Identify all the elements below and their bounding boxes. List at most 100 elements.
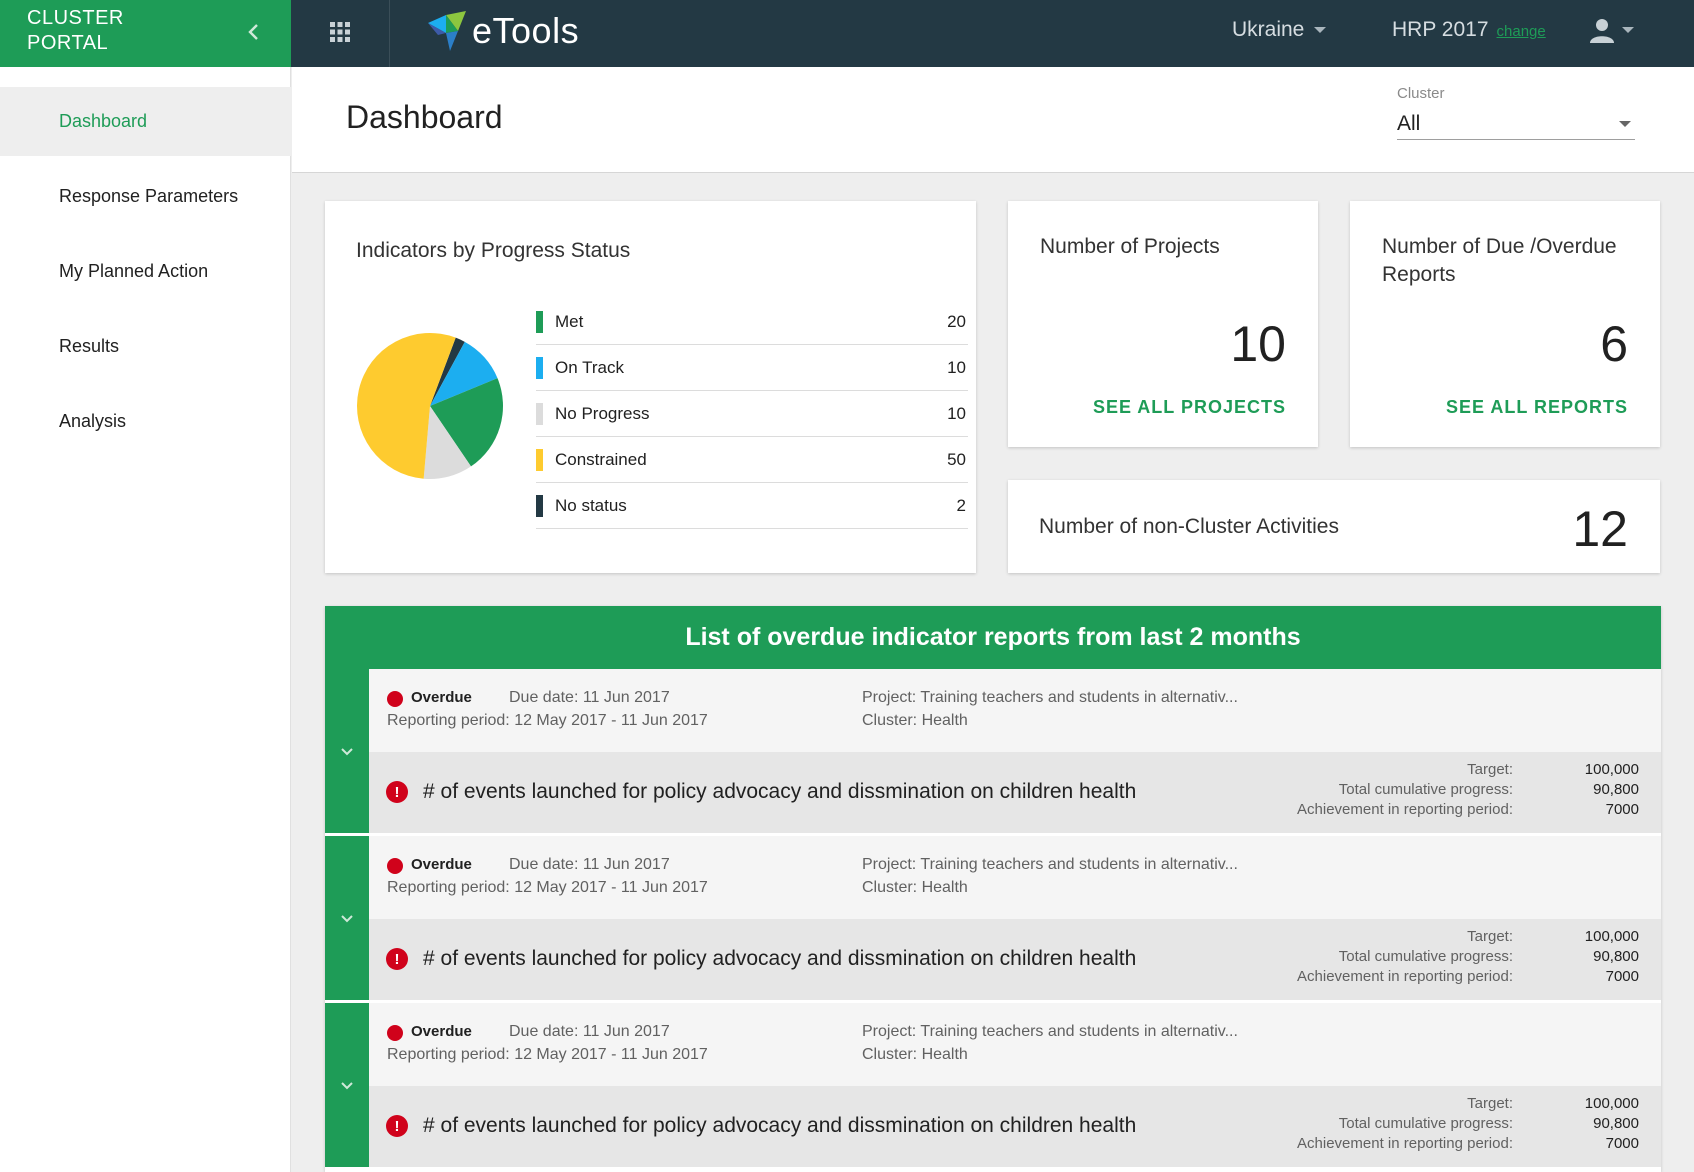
report-cluster: Cluster: Health	[862, 879, 968, 896]
legend-swatch	[536, 448, 543, 471]
progress-value: 90,800	[1593, 781, 1639, 798]
etools-logo-icon	[428, 11, 466, 51]
overdue-status-dot	[387, 691, 403, 707]
indicator-title[interactable]: # of events launched for policy advocacy…	[423, 1114, 1137, 1137]
overdue-status-dot	[387, 1025, 403, 1041]
legend-row-no-status: No status 2	[536, 483, 968, 529]
sidebar-item-dashboard[interactable]: Dashboard	[0, 87, 291, 156]
legend-swatch	[536, 310, 543, 333]
report-due-date: Due date: 11 Jun 2017	[509, 1023, 670, 1040]
target-value: 100,000	[1584, 1095, 1639, 1112]
report-status: Overdue	[411, 689, 472, 706]
report-meta: Overdue Due date: 11 Jun 2017 Reporting …	[369, 669, 1661, 752]
cluster-select[interactable]: Cluster All	[1397, 85, 1635, 140]
target-value: 100,000	[1584, 761, 1639, 778]
target-value: 100,000	[1584, 928, 1639, 945]
indicators-progress-card: Indicators by Progress Status Met 20 On Tr…	[325, 201, 976, 573]
reports-title: Number of Due /Overdue Reports	[1382, 235, 1617, 286]
sidebar-item-analysis[interactable]: Analysis	[59, 411, 127, 431]
report-project[interactable]: Project: Training teachers and students …	[862, 856, 1238, 873]
chevron-left-icon[interactable]	[240, 18, 268, 46]
legend-value: 2	[956, 495, 966, 515]
target-label: Target:	[1467, 1095, 1513, 1112]
chevron-down-icon	[1622, 27, 1634, 33]
overdue-status-dot	[387, 858, 403, 874]
user-menu[interactable]	[1588, 16, 1634, 44]
achievement-label: Achievement in reporting period:	[1297, 801, 1513, 818]
see-all-reports-link[interactable]: SEE ALL REPORTS	[1445, 397, 1628, 417]
legend-row-met: Met 20	[536, 299, 968, 345]
alert-icon: !	[386, 948, 408, 970]
pie-slice-met	[430, 378, 503, 467]
progress-label: Total cumulative progress:	[1338, 948, 1513, 965]
achievement-value: 7000	[1605, 1135, 1639, 1152]
expand-toggle[interactable]	[325, 836, 369, 1000]
pie-slice-on-track	[430, 341, 498, 406]
legend-row-no-progress: No Progress 10	[536, 391, 968, 437]
sidebar-item-results[interactable]: Results	[59, 336, 120, 356]
progress-label: Total cumulative progress:	[1338, 1115, 1513, 1132]
report-cluster: Cluster: Health	[862, 712, 968, 729]
overdue-report-item: Overdue Due date: 11 Jun 2017 Reporting …	[325, 1003, 1661, 1170]
legend-label: No status	[555, 495, 627, 515]
overdue-report-item: Overdue Due date: 11 Jun 2017 Reporting …	[325, 836, 1661, 1003]
overdue-list-title: List of overdue indicator reports from l…	[325, 606, 1661, 669]
target-label: Target:	[1467, 761, 1513, 778]
non-cluster-title: Number of non-Cluster Activities	[1039, 515, 1339, 538]
country-label: Ukraine	[1232, 18, 1305, 41]
target-label: Target:	[1467, 928, 1513, 945]
see-all-projects-link[interactable]: SEE ALL PROJECTS	[1092, 397, 1286, 417]
pie-slice-constrained	[356, 333, 456, 479]
report-project[interactable]: Project: Training teachers and students …	[862, 689, 1238, 706]
apps-grid-icon[interactable]	[326, 18, 354, 46]
cluster-select-value[interactable]: All	[1397, 108, 1635, 140]
plan-label: HRP 2017	[1392, 18, 1489, 41]
report-project[interactable]: Project: Training teachers and students …	[862, 1023, 1238, 1040]
projects-title: Number of Projects	[1040, 235, 1220, 258]
expand-toggle[interactable]	[325, 669, 369, 833]
indicator-values: Target: 100,000 Total cumulative progress…	[1283, 1095, 1639, 1155]
overdue-report-item: Overdue Due date: 11 Jun 2017 Reporting …	[325, 669, 1661, 836]
progress-legend: Met 20 On Track 10 No Progress 10 Constrained 5…	[536, 299, 968, 529]
reports-card: Number of Due /Overdue Reports 6 SEE ALL…	[1350, 201, 1660, 447]
reports-count: 6	[1600, 316, 1628, 372]
page-header: Dashboard Cluster All	[292, 67, 1694, 173]
brand-title: CLUSTER PORTAL	[27, 7, 124, 54]
legend-value: 10	[947, 357, 966, 377]
expand-toggle[interactable]	[325, 1003, 369, 1167]
logo-text: eTools	[472, 10, 580, 51]
projects-card: Number of Projects 10 SEE ALL PROJECTS	[1008, 201, 1318, 447]
chevron-down-icon	[341, 748, 353, 756]
report-body: ! # of events launched for policy advoca…	[369, 752, 1661, 833]
overdue-reports-list: List of overdue indicator reports from l…	[325, 606, 1661, 1172]
progress-value: 90,800	[1593, 948, 1639, 965]
chevron-down-icon	[1314, 27, 1327, 33]
report-period: Reporting period: 12 May 2017 - 11 Jun 2…	[387, 879, 708, 896]
country-selector[interactable]: Ukraine	[1232, 18, 1327, 42]
page-title: Dashboard	[346, 99, 503, 135]
legend-row-constrained: Constrained 50	[536, 437, 968, 483]
indicators-progress-title: Indicators by Progress Status	[356, 239, 631, 262]
report-status: Overdue	[411, 1023, 472, 1040]
sidebar-item-response-parameters[interactable]: Response Parameters	[59, 186, 239, 206]
chevron-down-icon	[341, 915, 353, 923]
report-meta: Overdue Due date: 11 Jun 2017 Reporting …	[369, 1003, 1661, 1086]
sidebar-item-my-planned-action[interactable]: My Planned Action	[59, 261, 209, 281]
report-due-date: Due date: 11 Jun 2017	[509, 689, 670, 706]
achievement-value: 7000	[1605, 968, 1639, 985]
legend-value: 10	[947, 403, 966, 423]
progress-pie-chart	[356, 333, 503, 479]
report-status: Overdue	[411, 856, 472, 873]
legend-value: 20	[947, 311, 966, 331]
etools-logo[interactable]: eTools	[424, 6, 579, 56]
indicator-values: Target: 100,000 Total cumulative progress…	[1283, 928, 1639, 988]
achievement-label: Achievement in reporting period:	[1297, 1135, 1513, 1152]
indicator-title[interactable]: # of events launched for policy advocacy…	[423, 947, 1137, 970]
chevron-down-icon	[1619, 120, 1631, 127]
non-cluster-count: 12	[1572, 501, 1628, 557]
header-divider	[389, 0, 390, 67]
indicator-title[interactable]: # of events launched for policy advocacy…	[423, 780, 1137, 803]
chevron-down-icon	[341, 1082, 353, 1090]
plan-change-link[interactable]: change	[1496, 23, 1546, 40]
legend-swatch	[536, 402, 543, 425]
